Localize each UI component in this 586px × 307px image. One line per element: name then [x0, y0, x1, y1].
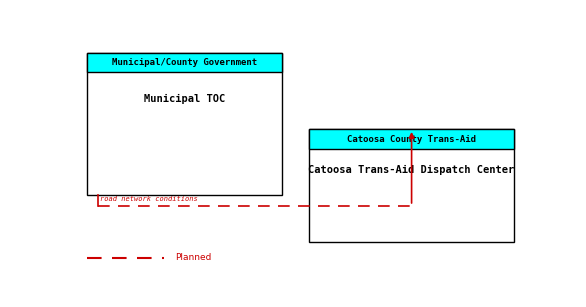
Text: Catoosa County Trans-Aid: Catoosa County Trans-Aid	[347, 135, 476, 144]
Text: road network conditions: road network conditions	[101, 196, 198, 202]
Text: Municipal TOC: Municipal TOC	[144, 94, 225, 104]
Bar	[87, 53, 282, 195]
Bar	[309, 129, 514, 150]
Text: Catoosa Trans-Aid Dispatch Center: Catoosa Trans-Aid Dispatch Center	[308, 165, 515, 175]
Text: Municipal/County Government: Municipal/County Government	[112, 58, 257, 67]
Bar	[309, 129, 514, 243]
Text: Planned: Planned	[175, 253, 212, 262]
Bar	[87, 53, 282, 72]
